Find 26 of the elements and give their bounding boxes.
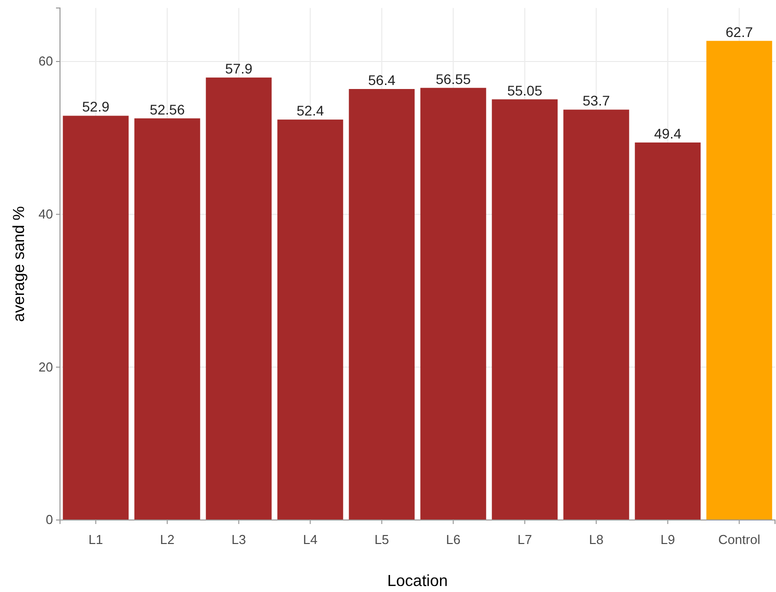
data-label: 57.9 [225, 60, 253, 77]
y-axis-title: average sand % [11, 206, 28, 322]
x-tick-label: Control [718, 532, 760, 547]
y-tick-label: 20 [38, 359, 53, 374]
data-label: 62.7 [726, 24, 754, 40]
x-tick-label: L3 [232, 532, 246, 547]
data-label: 56.4 [368, 72, 396, 88]
x-axis-title: Location [387, 573, 448, 590]
x-tick-label: L7 [518, 532, 532, 547]
x-tick-label: L2 [160, 532, 174, 547]
x-tick-label: L9 [660, 532, 675, 547]
data-label: 52.4 [296, 102, 324, 119]
x-tick-label: L1 [88, 532, 103, 547]
data-label: 53.7 [582, 92, 610, 109]
x-tick-label: L8 [589, 532, 604, 547]
data-label: 56.55 [436, 70, 471, 87]
y-tick-label: 60 [38, 54, 53, 69]
data-label: 49.4 [654, 125, 682, 142]
y-tick-label: 40 [38, 206, 53, 222]
data-label: 52.56 [150, 101, 185, 118]
data-label: 55.05 [507, 82, 542, 98]
y-tick-label: 0 [46, 512, 53, 528]
x-tick-label: L5 [374, 532, 389, 547]
x-tick-label: L6 [446, 532, 460, 547]
x-tick-label: L4 [303, 532, 318, 547]
data-label: 52.9 [82, 98, 110, 115]
